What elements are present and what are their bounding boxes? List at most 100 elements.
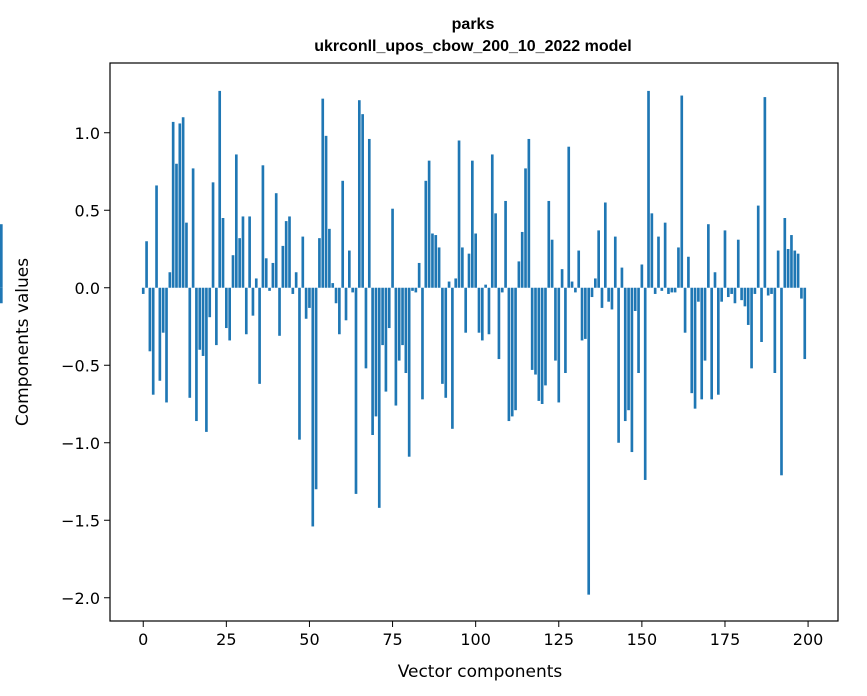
bar: [308, 287, 311, 308]
bar: [278, 287, 281, 336]
bar: [803, 287, 807, 360]
x-tick-label: 175: [710, 630, 741, 649]
bar: [603, 202, 607, 288]
y-tick-label: −1.5: [61, 511, 100, 530]
bar: [318, 238, 321, 288]
bar: [148, 287, 152, 352]
bar: [254, 278, 258, 288]
bar: [248, 216, 251, 288]
bar: [421, 287, 424, 400]
bar: [750, 287, 753, 369]
bar: [584, 287, 587, 339]
bar: [401, 287, 404, 346]
bar: [707, 224, 710, 288]
bar: [205, 287, 208, 432]
y-axis-label: Components values: [13, 258, 33, 426]
bar: [351, 287, 354, 293]
bar: [298, 287, 301, 440]
bar: [367, 138, 371, 288]
bar: [793, 250, 797, 288]
bar: [597, 230, 600, 288]
bar: [357, 100, 361, 288]
bar: [667, 287, 670, 294]
x-tick-label: 25: [216, 630, 236, 649]
bar: [726, 287, 730, 298]
bar: [215, 287, 218, 346]
bar: [231, 255, 235, 288]
bar: [657, 236, 660, 288]
bar: [344, 287, 348, 321]
bar: [464, 287, 468, 333]
bar: [294, 272, 298, 288]
bar: [623, 287, 627, 422]
bar: [504, 200, 507, 288]
bar: [381, 287, 384, 346]
bar: [530, 287, 534, 370]
bar: [274, 193, 278, 288]
bar: [234, 154, 238, 288]
bar: [613, 236, 617, 288]
bar: [158, 287, 162, 381]
bar: [391, 208, 394, 288]
bar: [786, 249, 790, 288]
bar: [161, 287, 165, 333]
bar: [384, 287, 388, 392]
plot-frame: [109, 62, 839, 622]
bar: [736, 239, 740, 288]
y-tick-label: −2.0: [61, 589, 100, 608]
bar: [673, 287, 677, 293]
x-tick-label: 0: [138, 630, 148, 649]
bar: [238, 238, 241, 288]
bar: [690, 287, 694, 394]
bar: [594, 278, 597, 288]
bar: [800, 287, 803, 299]
bar: [557, 287, 561, 403]
bar: [790, 235, 793, 288]
bar: [620, 267, 624, 288]
bar: [301, 236, 305, 288]
x-tick-label: 200: [793, 630, 824, 649]
y-tick-label: 1.0: [75, 124, 100, 143]
bar: [364, 287, 368, 369]
bar: [763, 97, 767, 288]
bar: [720, 287, 723, 302]
bar: [570, 281, 574, 288]
bar: [431, 233, 434, 288]
bar: [773, 287, 777, 373]
bar: [374, 287, 378, 417]
bar: [607, 287, 610, 302]
bar: [471, 160, 474, 288]
bar: [713, 272, 717, 288]
bar: [334, 287, 338, 304]
bar: [693, 287, 697, 409]
y-tick-label: 0.5: [75, 201, 100, 220]
bar: [457, 140, 461, 288]
bar: [201, 287, 205, 356]
bar: [181, 117, 185, 288]
bar: [527, 138, 531, 288]
bar: [338, 287, 341, 335]
bar: [700, 287, 704, 400]
bar: [417, 262, 421, 288]
x-tick-label: 100: [460, 630, 491, 649]
bar: [397, 287, 401, 361]
bar: [770, 287, 773, 294]
bar-series: [0, 90, 807, 595]
bar: [354, 287, 358, 494]
bar: [454, 278, 458, 288]
x-axis-label: Vector components: [398, 662, 563, 682]
bar: [490, 154, 494, 288]
bar: [703, 287, 707, 361]
bar: [640, 264, 644, 288]
x-tick-label: 150: [627, 630, 658, 649]
bar: [441, 287, 444, 384]
bar: [560, 269, 564, 288]
chart-title: parks: [452, 16, 495, 33]
bar: [500, 287, 504, 293]
bar: [746, 287, 750, 325]
bar: [394, 287, 398, 406]
bar: [717, 287, 720, 395]
chart-subtitle: ukrconll_upos_cbow_200_10_2022 model: [314, 38, 631, 55]
bar: [544, 287, 547, 386]
bar: [697, 287, 700, 302]
